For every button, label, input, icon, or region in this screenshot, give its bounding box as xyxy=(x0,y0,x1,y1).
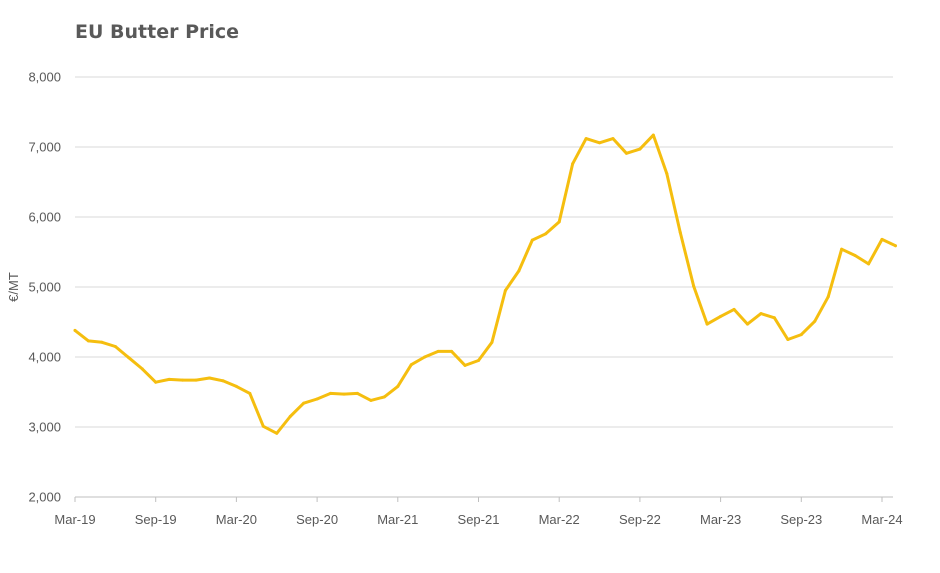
x-tick-label: Sep-20 xyxy=(296,512,338,527)
data-point xyxy=(611,137,615,141)
y-tick-label: 2,000 xyxy=(28,490,61,505)
data-point xyxy=(571,162,575,166)
data-point xyxy=(624,151,628,155)
data-point xyxy=(396,384,400,388)
y-tick-label: 7,000 xyxy=(28,140,61,155)
data-point xyxy=(490,340,494,344)
x-tick-label: Mar-19 xyxy=(54,512,95,527)
data-point xyxy=(813,319,817,323)
data-point xyxy=(221,379,225,383)
series-line xyxy=(73,133,897,435)
x-tick-label: Mar-24 xyxy=(861,512,902,527)
series-layer xyxy=(73,133,897,435)
x-tick-label: Sep-22 xyxy=(619,512,661,527)
data-point xyxy=(530,238,534,242)
y-tick-label: 5,000 xyxy=(28,280,61,295)
data-point xyxy=(840,247,844,251)
data-point xyxy=(705,322,709,326)
data-point xyxy=(799,333,803,337)
data-point xyxy=(436,349,440,353)
y-axis-tick-labels: 2,000 3,000 4,000 5,000 6,000 7,000 8,000 xyxy=(28,70,61,505)
data-point xyxy=(477,359,480,362)
data-point xyxy=(557,220,561,224)
data-point xyxy=(692,284,696,288)
data-point xyxy=(651,133,655,137)
x-axis xyxy=(74,496,893,502)
data-point xyxy=(665,172,669,176)
data-point xyxy=(194,378,198,382)
data-point xyxy=(369,398,373,402)
gridlines xyxy=(75,76,893,428)
x-tick-label: Sep-21 xyxy=(458,512,500,527)
data-point xyxy=(248,391,252,395)
data-point xyxy=(329,391,333,395)
data-point xyxy=(503,289,507,292)
data-point xyxy=(127,356,131,360)
data-point xyxy=(893,244,897,248)
data-point xyxy=(208,376,211,380)
data-point xyxy=(772,316,776,320)
data-point xyxy=(867,262,871,266)
data-point xyxy=(786,338,790,341)
data-point xyxy=(719,314,723,318)
data-point xyxy=(423,355,427,359)
y-tick-label: 6,000 xyxy=(28,210,61,225)
data-point xyxy=(140,367,144,371)
data-point xyxy=(167,377,171,381)
data-point xyxy=(544,232,548,236)
data-point xyxy=(315,397,319,401)
data-point xyxy=(732,307,736,311)
data-point xyxy=(73,328,77,332)
data-point xyxy=(759,312,763,316)
data-point xyxy=(517,269,521,273)
y-tick-label: 8,000 xyxy=(28,70,61,85)
data-point xyxy=(234,384,238,388)
data-point xyxy=(638,147,642,151)
data-point xyxy=(678,230,682,234)
data-point xyxy=(450,349,454,353)
data-point xyxy=(826,295,830,299)
x-axis-tick-labels: Mar-19 Sep-19 Mar-20 Sep-20 Mar-21 Sep-21 Mar-… xyxy=(54,512,902,527)
y-tick-label: 3,000 xyxy=(28,420,61,435)
data-point xyxy=(409,363,413,367)
x-tick-label: Sep-19 xyxy=(135,512,177,527)
data-point xyxy=(746,322,749,326)
data-point xyxy=(100,340,104,344)
x-tick-label: Mar-23 xyxy=(700,512,741,527)
data-point xyxy=(463,363,467,367)
data-point xyxy=(302,401,306,405)
data-point xyxy=(382,395,386,399)
data-point xyxy=(86,339,90,343)
y-tick-label: 4,000 xyxy=(28,350,61,365)
chart-title: EU Butter Price xyxy=(75,21,240,43)
data-point xyxy=(261,424,265,428)
x-tick-label: Mar-22 xyxy=(539,512,580,527)
data-point xyxy=(355,391,359,395)
data-point xyxy=(113,345,117,348)
y-axis-title: €/MT xyxy=(6,272,21,302)
data-point xyxy=(880,237,884,241)
data-point xyxy=(288,415,292,418)
data-point xyxy=(154,380,158,384)
data-point xyxy=(853,254,857,257)
data-point xyxy=(275,431,279,435)
x-tick-label: Mar-21 xyxy=(377,512,418,527)
data-point xyxy=(342,392,346,396)
data-point xyxy=(181,378,185,382)
data-point xyxy=(584,137,588,141)
x-tick-label: Sep-23 xyxy=(780,512,822,527)
x-tick-label: Mar-20 xyxy=(216,512,257,527)
data-point xyxy=(598,141,602,145)
